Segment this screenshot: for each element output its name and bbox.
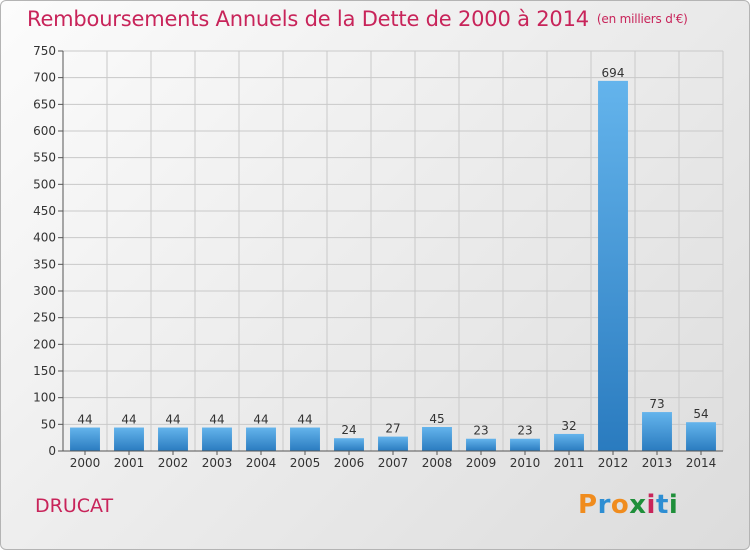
- y-tick-label: 0: [48, 444, 56, 458]
- x-tick-label-2012: 2012: [598, 456, 629, 470]
- x-tick-label-2002: 2002: [158, 456, 189, 470]
- bar-2006: [334, 438, 364, 451]
- x-tick-label-2005: 2005: [290, 456, 321, 470]
- y-tick-label: 600: [33, 124, 56, 138]
- value-label-2003: 44: [209, 413, 224, 427]
- value-label-2006: 24: [341, 423, 356, 437]
- value-label-2011: 32: [561, 419, 576, 433]
- x-tick-label-2007: 2007: [378, 456, 409, 470]
- y-tick-label: 350: [33, 257, 56, 271]
- y-tick-label: 150: [33, 364, 56, 378]
- unit-label: (en milliers d'€): [596, 12, 688, 26]
- bar-2008: [422, 427, 452, 451]
- y-tick-label: 450: [33, 204, 56, 218]
- logo-letter: o: [610, 490, 630, 520]
- value-label-2014: 54: [693, 407, 708, 421]
- value-label-2004: 44: [253, 413, 268, 427]
- y-tick-label: 50: [41, 417, 56, 431]
- y-tick-label: 750: [33, 44, 56, 58]
- bar-2001: [114, 427, 144, 451]
- value-label-2008: 45: [429, 412, 444, 426]
- y-tick-label: 650: [33, 97, 56, 111]
- y-tick-label: 300: [33, 284, 56, 298]
- bar-2007: [378, 436, 408, 451]
- bar-2004: [246, 427, 276, 451]
- value-label-2001: 44: [121, 413, 136, 427]
- x-tick-label-2009: 2009: [466, 456, 497, 470]
- x-tick-label-2003: 2003: [202, 456, 233, 470]
- x-tick-label-2008: 2008: [422, 456, 453, 470]
- y-tick-label: 400: [33, 231, 56, 245]
- y-tick-label: 250: [33, 311, 56, 325]
- y-tick-label: 100: [33, 391, 56, 405]
- logo-letter: t: [655, 490, 669, 520]
- town-name: DRUCAT: [35, 495, 114, 517]
- value-label-2013: 73: [649, 397, 664, 411]
- proxiti-logo[interactable]: Proxiti: [578, 490, 678, 520]
- bar-2002: [158, 427, 188, 451]
- bar-2011: [554, 433, 584, 451]
- bars: 44 44 44 44 44 44 24 27 45 23 23 32 694 73 54: [70, 66, 716, 451]
- logo-letter: x: [629, 490, 647, 520]
- bar-2013: [642, 412, 672, 451]
- value-label-2002: 44: [165, 413, 180, 427]
- bar-2010: [510, 438, 540, 451]
- axes: 0 50 100 150 200 250 300 350 400 450 500 550 600 650 7…: [33, 44, 723, 470]
- x-tick-label-2013: 2013: [642, 456, 673, 470]
- y-tick-label: 550: [33, 151, 56, 165]
- x-tick-label-2001: 2001: [114, 456, 145, 470]
- value-label-2007: 27: [385, 422, 400, 436]
- logo-letter: r: [597, 490, 611, 520]
- logo-letter: i: [668, 490, 679, 520]
- logo-letter: i: [646, 490, 656, 520]
- x-tick-label-2010: 2010: [510, 456, 541, 470]
- y-tick-label: 500: [33, 177, 56, 191]
- chart-title-text: Remboursements Annuels de la Dette de 20…: [27, 7, 589, 31]
- bar-2005: [290, 427, 320, 451]
- x-tick-label-2004: 2004: [246, 456, 277, 470]
- y-tick-label: 700: [33, 71, 56, 85]
- value-label-2009: 23: [473, 424, 488, 438]
- value-label-2005: 44: [297, 413, 312, 427]
- x-tick-label-2000: 2000: [70, 456, 101, 470]
- bar-2012: [598, 80, 628, 451]
- y-tick-label: 200: [33, 337, 56, 351]
- bar-2000: [70, 427, 100, 451]
- logo-letter: P: [578, 490, 598, 520]
- bar-2003: [202, 427, 232, 451]
- x-tick-label-2014: 2014: [686, 456, 717, 470]
- value-label-2000: 44: [77, 413, 92, 427]
- chart-title: Remboursements Annuels de la Dette de 20…: [27, 7, 688, 31]
- x-tick-label-2011: 2011: [554, 456, 585, 470]
- bar-2009: [466, 438, 496, 451]
- value-label-2010: 23: [517, 424, 532, 438]
- bar-2014: [686, 422, 716, 451]
- value-label-2012: 694: [602, 66, 625, 80]
- x-tick-label-2006: 2006: [334, 456, 365, 470]
